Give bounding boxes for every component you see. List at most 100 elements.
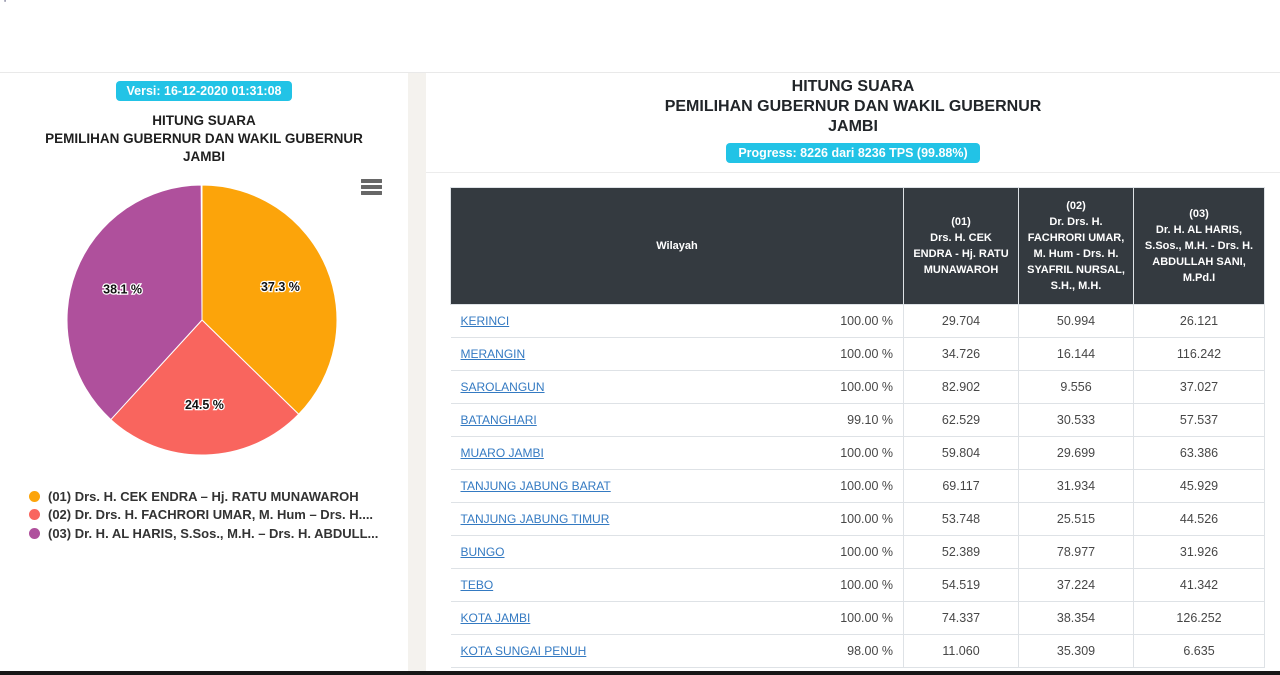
- table-row: KOTA JAMBI 100.00 % 74.337 38.354 126.252: [450, 601, 1266, 635]
- region-link[interactable]: BUNGO: [460, 545, 505, 559]
- top-divider: [0, 72, 1280, 73]
- table-header-row: Wilayah (01) Drs. H. CEK ENDRA - Hj. RAT…: [449, 187, 1266, 305]
- chart-title-line-3: JAMBI: [182, 149, 225, 164]
- votes-cell: 31.934: [1018, 469, 1135, 503]
- candidate-3-name: Dr. H. AL HARIS, S.Sos., M.H. - Drs. H. …: [1144, 224, 1254, 284]
- votes-cell: 26.121: [1133, 304, 1266, 338]
- votes-cell: 25.515: [1018, 502, 1135, 536]
- region-cell: TEBO: [450, 568, 814, 602]
- pie-data-label: 38.1 %: [103, 282, 142, 296]
- pie-slice[interactable]: [110, 319, 300, 456]
- region-cell: TANJUNG JABUNG TIMUR: [450, 502, 814, 536]
- votes-cell: 63.386: [1133, 436, 1266, 470]
- pie-slice[interactable]: [66, 184, 203, 421]
- region-cell: TANJUNG JABUNG BARAT: [450, 469, 814, 503]
- region-link[interactable]: TANJUNG JABUNG BARAT: [460, 479, 611, 493]
- table-row: KERINCI 100.00 % 29.704 50.994 26.121: [450, 304, 1266, 338]
- chart-legend: (01) Drs. H. CEK ENDRA – Hj. RATU MUNAWA…: [29, 487, 378, 543]
- region-cell: BUNGO: [450, 535, 814, 569]
- region-link[interactable]: BATANGHARI: [460, 413, 537, 427]
- pie-chart[interactable]: 37.3 % 24.5 % 38.1 %: [0, 180, 408, 465]
- votes-cell: 53.748: [903, 502, 1020, 536]
- votes-cell: 44.526: [1133, 502, 1266, 536]
- chart-title-line-2: PEMILIHAN GUBERNUR DAN WAKIL GUBERNUR: [45, 131, 363, 146]
- region-link[interactable]: KOTA SUNGAI PENUH: [460, 644, 587, 658]
- legend-marker-icon: [29, 509, 40, 521]
- votes-cell: 31.926: [1133, 535, 1266, 569]
- votes-cell: 37.224: [1018, 568, 1135, 602]
- table-body: KERINCI 100.00 % 29.704 50.994 26.121 MERANGI…: [450, 304, 1266, 668]
- results-title-line-2: PEMILIHAN GUBERNUR DAN WAKIL GUBERNUR: [664, 98, 1042, 115]
- results-title: HITUNG SUARA PEMILIHAN GUBERNUR DAN WAKI…: [426, 77, 1280, 137]
- chart-title: HITUNG SUARA PEMILIHAN GUBERNUR DAN WAKI…: [0, 112, 408, 166]
- stray-mark: ': [4, 0, 7, 10]
- panel-gap: [408, 73, 426, 671]
- results-table: Wilayah (01) Drs. H. CEK ENDRA - Hj. RAT…: [449, 187, 1266, 668]
- votes-cell: 62.529: [903, 403, 1020, 437]
- region-link[interactable]: TANJUNG JABUNG TIMUR: [460, 512, 610, 526]
- bottom-bar: [0, 671, 1280, 675]
- region-link[interactable]: MUARO JAMBI: [460, 446, 544, 460]
- votes-cell: 54.519: [903, 568, 1020, 602]
- votes-cell: 74.337: [903, 601, 1020, 635]
- progress-percent-cell: 100.00 %: [813, 601, 905, 635]
- table-row: SAROLANGUN 100.00 % 82.902 9.556 37.027: [450, 370, 1266, 404]
- progress-percent-cell: 100.00 %: [813, 370, 905, 404]
- legend-item[interactable]: (02) Dr. Drs. H. FACHRORI UMAR, M. Hum –…: [29, 506, 378, 525]
- candidate-1-name: Drs. H. CEK ENDRA - Hj. RATU MUNAWAROH: [913, 232, 1009, 276]
- table-row: MUARO JAMBI 100.00 % 59.804 29.699 63.386: [450, 436, 1266, 470]
- progress-percent-cell: 100.00 %: [813, 436, 905, 470]
- candidate-2-number: (02): [1066, 200, 1086, 212]
- legend-label: (01) Drs. H. CEK ENDRA – Hj. RATU MUNAWA…: [48, 488, 359, 504]
- legend-label: (03) Dr. H. AL HARIS, S.Sos., M.H. – Drs…: [48, 525, 379, 541]
- legend-label: (02) Dr. Drs. H. FACHRORI UMAR, M. Hum –…: [48, 507, 374, 523]
- legend-marker-icon: [29, 527, 40, 539]
- votes-cell: 9.556: [1018, 370, 1135, 404]
- progress-percent-cell: 100.00 %: [813, 337, 905, 371]
- chart-title-line-1: HITUNG SUARA: [152, 113, 256, 128]
- results-title-line-1: HITUNG SUARA: [791, 78, 915, 95]
- header-candidate-3: (03) Dr. H. AL HARIS, S.Sos., M.H. - Drs…: [1133, 187, 1266, 305]
- votes-cell: 116.242: [1133, 337, 1266, 371]
- votes-cell: 34.726: [903, 337, 1020, 371]
- region-link[interactable]: KERINCI: [460, 314, 510, 328]
- progress-percent-cell: 100.00 %: [813, 568, 905, 602]
- table-row: KOTA SUNGAI PENUH 98.00 % 11.060 35.309 6.63…: [450, 634, 1266, 668]
- votes-cell: 6.635: [1133, 634, 1266, 668]
- progress-percent-cell: 100.00 %: [813, 304, 905, 338]
- results-table-wrap: Wilayah (01) Drs. H. CEK ENDRA - Hj. RAT…: [449, 187, 1280, 668]
- region-cell: KOTA JAMBI: [450, 601, 814, 635]
- region-link[interactable]: TEBO: [460, 578, 494, 592]
- legend-item[interactable]: (01) Drs. H. CEK ENDRA – Hj. RATU MUNAWA…: [29, 487, 378, 506]
- progress-percent-cell: 100.00 %: [813, 469, 905, 503]
- pie-data-label: 37.3 %: [261, 280, 300, 294]
- region-cell: KERINCI: [450, 304, 814, 338]
- pie-slice[interactable]: [201, 184, 338, 415]
- votes-cell: 59.804: [903, 436, 1020, 470]
- votes-cell: 69.117: [903, 469, 1020, 503]
- header-candidate-1: (01) Drs. H. CEK ENDRA - Hj. RATU MUNAWA…: [903, 187, 1020, 305]
- votes-cell: 52.389: [903, 535, 1020, 569]
- region-cell: MERANGIN: [450, 337, 814, 371]
- votes-cell: 29.699: [1018, 436, 1135, 470]
- region-cell: MUARO JAMBI: [450, 436, 814, 470]
- votes-cell: 38.354: [1018, 601, 1135, 635]
- candidate-2-name: Dr. Drs. H. FACHRORI UMAR, M. Hum - Drs.…: [1027, 216, 1125, 292]
- chart-card: Versi: 16-12-2020 01:31:08 HITUNG SUARA …: [0, 73, 408, 671]
- region-link[interactable]: KOTA JAMBI: [460, 611, 531, 625]
- results-card: HITUNG SUARA PEMILIHAN GUBERNUR DAN WAKI…: [426, 73, 1280, 671]
- region-link[interactable]: MERANGIN: [460, 347, 526, 361]
- results-header: HITUNG SUARA PEMILIHAN GUBERNUR DAN WAKI…: [426, 73, 1280, 173]
- votes-cell: 16.144: [1018, 337, 1135, 371]
- votes-cell: 11.060: [903, 634, 1020, 668]
- legend-item[interactable]: (03) Dr. H. AL HARIS, S.Sos., M.H. – Drs…: [29, 524, 378, 543]
- progress-badge: Progress: 8226 dari 8236 TPS (99.88%): [726, 143, 980, 163]
- region-link[interactable]: SAROLANGUN: [460, 380, 545, 394]
- votes-cell: 30.533: [1018, 403, 1135, 437]
- votes-cell: 41.342: [1133, 568, 1266, 602]
- pie-data-label: 24.5 %: [185, 398, 224, 412]
- progress-percent-cell: 99.10 %: [813, 403, 905, 437]
- candidate-1-number: (01): [951, 216, 971, 228]
- hamburger-menu-icon[interactable]: [361, 179, 382, 197]
- version-badge: Versi: 16-12-2020 01:31:08: [115, 81, 293, 101]
